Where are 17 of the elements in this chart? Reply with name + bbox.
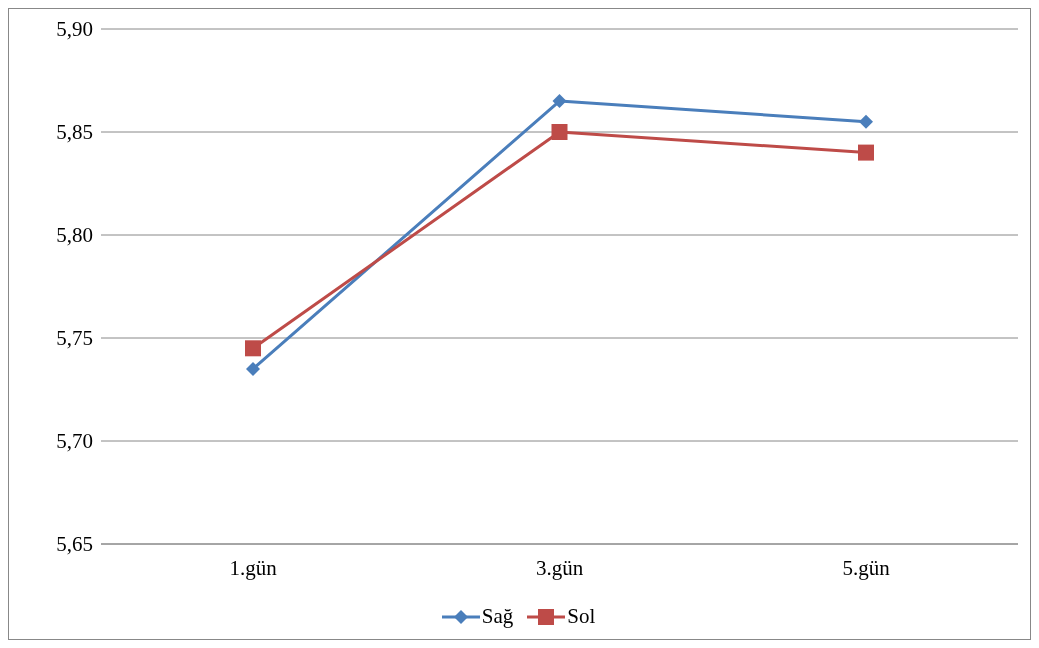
- legend-label: Sol: [567, 604, 596, 629]
- y-tick-label: 5,85: [56, 120, 93, 145]
- point: [245, 340, 261, 357]
- point: [246, 361, 260, 376]
- x-tick-label: 5.gün: [842, 555, 891, 580]
- y-tick-label: 5,90: [56, 17, 93, 42]
- legend-label: Sağ: [481, 604, 514, 629]
- x-tick-label: 3.gün: [535, 555, 584, 580]
- y-tick-label: 5,65: [56, 532, 93, 557]
- y-tick-label: 5,70: [56, 429, 93, 454]
- point: [858, 144, 874, 161]
- point: [552, 94, 567, 109]
- y-tick-label: 5,75: [56, 326, 93, 351]
- y-tick-label: 5,80: [56, 223, 93, 248]
- point: [859, 114, 873, 129]
- x-tick-label: 1.gün: [229, 555, 278, 580]
- point: [551, 124, 568, 140]
